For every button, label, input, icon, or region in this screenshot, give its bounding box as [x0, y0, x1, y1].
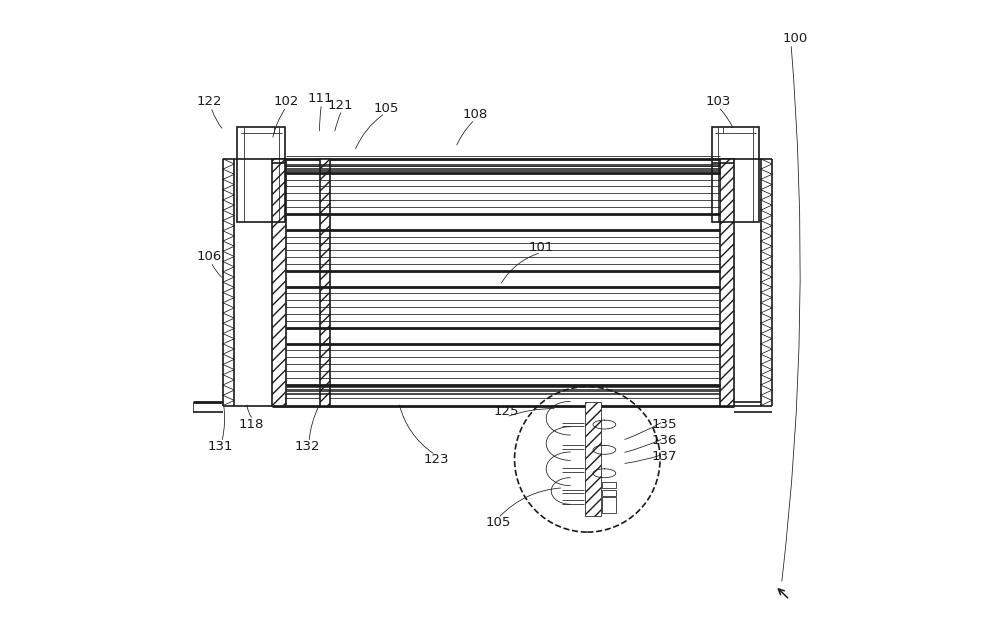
Text: 122: 122 [196, 95, 222, 108]
Text: 125: 125 [494, 405, 519, 418]
Bar [712, 127, 759, 222]
Text: 135: 135 [652, 418, 677, 431]
Text: 118: 118 [239, 418, 264, 431]
Text: 121: 121 [328, 98, 353, 112]
Text: 123: 123 [424, 453, 449, 466]
Bar [602, 489, 616, 496]
Text: 101: 101 [528, 241, 554, 254]
Text: 111: 111 [308, 93, 333, 105]
Text: 102: 102 [273, 95, 299, 108]
Text: 131: 131 [208, 440, 233, 453]
Text: 105: 105 [485, 516, 511, 529]
Text: 132: 132 [295, 440, 320, 453]
Text: 105: 105 [373, 101, 399, 115]
Bar [585, 403, 601, 516]
Text: 106: 106 [196, 250, 222, 263]
Text: 103: 103 [706, 95, 731, 108]
Bar [237, 127, 285, 222]
Bar [720, 159, 734, 406]
Text: 100: 100 [783, 32, 808, 45]
Text: 108: 108 [462, 108, 487, 121]
Bar [602, 482, 616, 488]
Bar [320, 159, 330, 406]
Text: 136: 136 [652, 434, 677, 447]
Bar [272, 159, 286, 406]
Bar [602, 497, 616, 513]
Text: 137: 137 [652, 450, 677, 463]
